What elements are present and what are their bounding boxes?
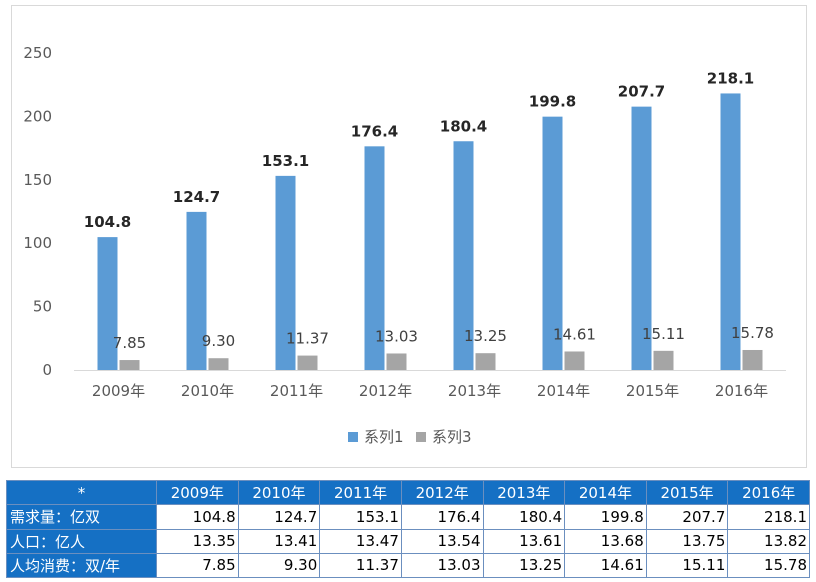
table-row: 人均消费：双/年 7.85 9.30 11.37 13.03 13.25 14.61 15.1… <box>6 552 810 579</box>
x-tick-label: 2010年 <box>181 382 234 400</box>
bar-series3 <box>297 355 318 370</box>
bar-chart: 0 50 100 150 200 250 104.8 7.85 2009年 124.7 9.30 20… <box>23 44 786 446</box>
table-cell: 15.78 <box>727 552 810 579</box>
table-cell: 13.41 <box>237 528 321 554</box>
bar-series1 <box>542 116 563 371</box>
y-tick-label: 150 <box>23 171 52 189</box>
table-cell: 14.61 <box>564 552 647 579</box>
y-tick-label: 250 <box>23 44 52 62</box>
table-row: 需求量：亿双 104.8 124.7 153.1 176.4 180.4 199.8 207.… <box>6 504 810 530</box>
table-column-header: 2009年 <box>156 479 239 506</box>
table-cell: 153.1 <box>319 504 402 530</box>
bar-series1 <box>186 211 207 370</box>
table-cell: 13.54 <box>400 528 484 554</box>
y-tick-label: 0 <box>42 361 52 379</box>
table-cell: 15.11 <box>645 552 729 579</box>
x-tick-label: 2009年 <box>92 382 145 400</box>
y-tick-label: 100 <box>23 234 52 252</box>
legend-swatch <box>416 432 426 442</box>
table-cell: 11.37 <box>319 552 402 579</box>
data-label-series1: 180.4 <box>440 117 487 135</box>
data-label-series3: 13.03 <box>375 327 418 345</box>
table-column-header: 2012年 <box>400 479 484 506</box>
table-cell: 13.61 <box>482 528 566 554</box>
data-label-series1: 176.4 <box>351 122 398 140</box>
bar-series3 <box>386 353 407 370</box>
bar-series1 <box>631 106 652 370</box>
table-column-header: 2011年 <box>319 479 402 506</box>
chart-area: 0 50 100 150 200 250 104.8 7.85 2009年 124.7 9.30 20… <box>11 5 807 468</box>
table-column-header: 2016年 <box>727 479 810 506</box>
data-label-series3: 9.30 <box>202 332 235 350</box>
bar-series3 <box>564 351 585 370</box>
x-tick-label: 2014年 <box>537 382 590 400</box>
bar-series1 <box>97 237 118 370</box>
table-cell: 13.03 <box>400 552 484 579</box>
bar-series3 <box>653 350 674 370</box>
bar-series3 <box>475 353 496 370</box>
table-column-header: 2014年 <box>564 479 647 506</box>
legend-label: 系列3 <box>432 428 472 446</box>
x-tick-label: 2016年 <box>715 382 768 400</box>
table-cell: 207.7 <box>645 504 729 530</box>
table-row: 人口：亿人 13.35 13.41 13.47 13.54 13.61 13.68 13.75… <box>6 528 810 554</box>
table-cell: 104.8 <box>156 504 239 530</box>
bar-series1 <box>275 175 296 370</box>
data-label-series3: 13.25 <box>464 327 507 345</box>
table-cell: 7.85 <box>156 552 239 579</box>
bar-series1 <box>364 146 385 370</box>
legend-swatch <box>348 432 358 442</box>
x-tick-label: 2015年 <box>626 382 679 400</box>
data-label-series3: 7.85 <box>113 334 146 352</box>
table-cell: 9.30 <box>237 552 321 579</box>
y-tick-label: 50 <box>33 298 52 316</box>
data-table: * 2009年 2010年 2011年 2012年 2013年 2014年 2015年 2016… <box>6 479 810 579</box>
table-cell: 124.7 <box>237 504 321 530</box>
table-row-label: 人口：亿人 <box>6 528 157 554</box>
table-cell: 13.75 <box>645 528 729 554</box>
x-tick-label: 2011年 <box>270 382 323 400</box>
data-label-series3: 11.37 <box>286 330 329 348</box>
table-column-header: 2015年 <box>645 479 729 506</box>
table-cell: 176.4 <box>400 504 484 530</box>
table-cell: 13.82 <box>727 528 810 554</box>
data-label-series1: 153.1 <box>262 152 309 170</box>
table-cell: 199.8 <box>564 504 647 530</box>
legend-label: 系列1 <box>364 428 404 446</box>
bar-series3 <box>119 360 140 370</box>
bar-series1 <box>720 93 741 370</box>
data-label-series1: 104.8 <box>84 213 131 231</box>
data-label-series3: 15.78 <box>731 324 774 342</box>
bar-series1 <box>453 141 474 370</box>
table-row-label: 人均消费：双/年 <box>6 552 157 579</box>
table-cell: 13.25 <box>482 552 566 579</box>
table-cell: 13.68 <box>564 528 647 554</box>
table-header-row: * 2009年 2010年 2011年 2012年 2013年 2014年 2015年 2016… <box>6 479 810 506</box>
data-label-series1: 124.7 <box>173 188 220 206</box>
data-label-series1: 199.8 <box>529 93 576 111</box>
table-cell: 218.1 <box>727 504 810 530</box>
data-label-series1: 218.1 <box>707 69 754 87</box>
x-tick-label: 2012年 <box>359 382 412 400</box>
table-column-header: 2010年 <box>237 479 321 506</box>
table-corner-cell: * <box>6 479 157 506</box>
data-label-series3: 14.61 <box>553 325 596 343</box>
bar-series3 <box>208 358 229 370</box>
table-column-header: 2013年 <box>482 479 566 506</box>
x-tick-label: 2013年 <box>448 382 501 400</box>
data-label-series3: 15.11 <box>642 325 685 343</box>
table-cell: 13.35 <box>156 528 239 554</box>
data-label-series1: 207.7 <box>618 83 665 101</box>
table-cell: 180.4 <box>482 504 566 530</box>
bar-series3 <box>742 349 763 370</box>
y-tick-label: 200 <box>23 107 52 125</box>
table-row-label: 需求量：亿双 <box>6 504 157 530</box>
table-cell: 13.47 <box>319 528 402 554</box>
